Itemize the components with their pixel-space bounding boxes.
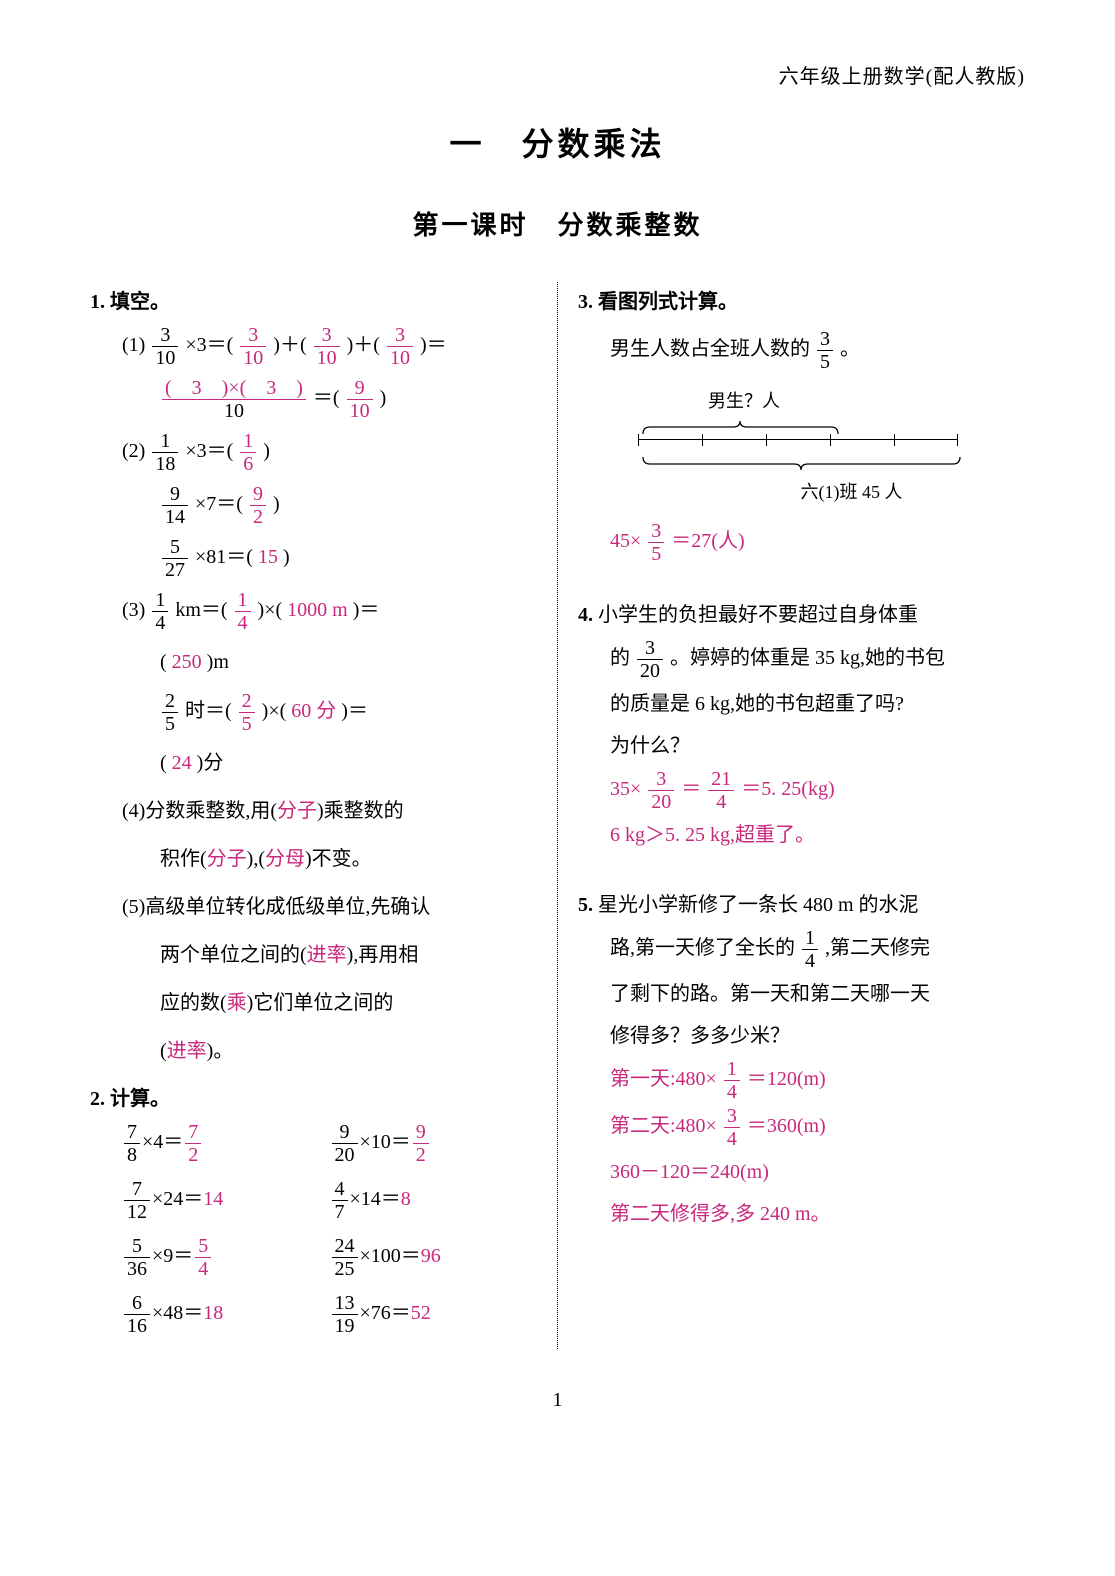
q3-answer: 45× 35 ＝27(人) [578,520,1025,565]
answer: 14 [235,589,251,634]
q1-5: (5)高级单位转化成低级单位,先确认 [90,887,537,927]
q2-grid: 78×4＝72920×10＝92712×24＝1447×14＝8536×9＝54… [90,1121,537,1349]
q1-1: (1) 310 ×3＝( 310 )＋( 310 )＋( 310 )＝ [90,324,537,369]
chapter-title: 一 分数乘法 [90,119,1025,165]
q1-4: (4)分数乘整数,用(分子)乘整数的 [90,791,537,831]
answer: 15 [258,546,278,568]
q3-number: 3. 看图列式计算。 [578,291,738,313]
q4-answer: 35× 320 ＝ 214 ＝5. 25(kg) [578,768,1025,813]
fraction: 310 [152,324,178,369]
q3-statement: 男生人数占全班人数的 35 。 [578,328,1025,373]
calc-item: 712×24＝14 [122,1178,330,1223]
lesson-title: 第一课时 分数乘整数 [90,205,1025,242]
calc-item: 47×14＝8 [330,1178,538,1223]
q3-diagram: 男生？人 六(1)班 45 人 [638,383,1025,510]
q1-2: (2) 118 ×3＝( 16 ) [90,430,537,475]
answer: 60 分 [291,700,336,722]
calc-item: 536×9＝54 [122,1235,330,1280]
calc-item: 1319×76＝52 [330,1292,538,1337]
q1-3: (3) 14 km＝( 14 )×( 1000 m )＝ [90,589,537,634]
answer: 310 [314,324,340,369]
q5-answer: 第一天:480× 14 ＝120(m) [578,1058,1025,1103]
fraction: ( 3 )×( 3 )10 [162,377,306,422]
answer: 16 [240,430,256,475]
page-number: 1 [90,1389,1025,1412]
answer: 25 [239,690,255,735]
answer: 250 [172,651,202,673]
book-header: 六年级上册数学(配人教版) [90,60,1025,89]
answer: 92 [250,483,266,528]
calc-item: 2425×100＝96 [330,1235,538,1280]
calc-item: 78×4＝72 [122,1121,330,1166]
diagram-top-label: 男生？人 [638,383,1025,419]
two-column-layout: 1. 填空。 (1) 310 ×3＝( 310 )＋( 310 )＋( 310 … [90,282,1025,1349]
calc-item: 920×10＝92 [330,1121,538,1166]
column-divider [557,282,558,1349]
q2-number: 2. 计算。 [90,1088,170,1110]
worksheet-page: 六年级上册数学(配人教版) 一 分数乘法 第一课时 分数乘整数 1. 填空。 (… [0,0,1115,1452]
q4-answer-2: 6 kg＞5. 25 kg,超重了。 [578,815,1025,855]
answer: 310 [387,324,413,369]
calc-item: 616×48＝18 [122,1292,330,1337]
q1-number: 1. 填空。 [90,291,170,313]
left-column: 1. 填空。 (1) 310 ×3＝( 310 )＋( 310 )＋( 310 … [90,282,537,1349]
answer: 310 [240,324,266,369]
diagram-bottom-label: 六(1)班 45 人 [638,474,1025,510]
answer: 1000 m [287,599,348,621]
brace-top-icon [638,419,958,437]
brace-bottom-icon [638,454,968,474]
label: (1) [122,334,145,356]
answer: 24 [172,752,192,774]
q5: 5. 星光小学新修了一条长 480 m 的水泥 [578,885,1025,925]
answer: 910 [347,377,373,422]
q4: 4. 小学生的负担最好不要超过自身体重 [578,595,1025,635]
right-column: 3. 看图列式计算。 男生人数占全班人数的 35 。 男生？人 [578,282,1025,1349]
q1-1-line2: ( 3 )×( 3 )10 ＝( 910 ) [90,377,537,422]
